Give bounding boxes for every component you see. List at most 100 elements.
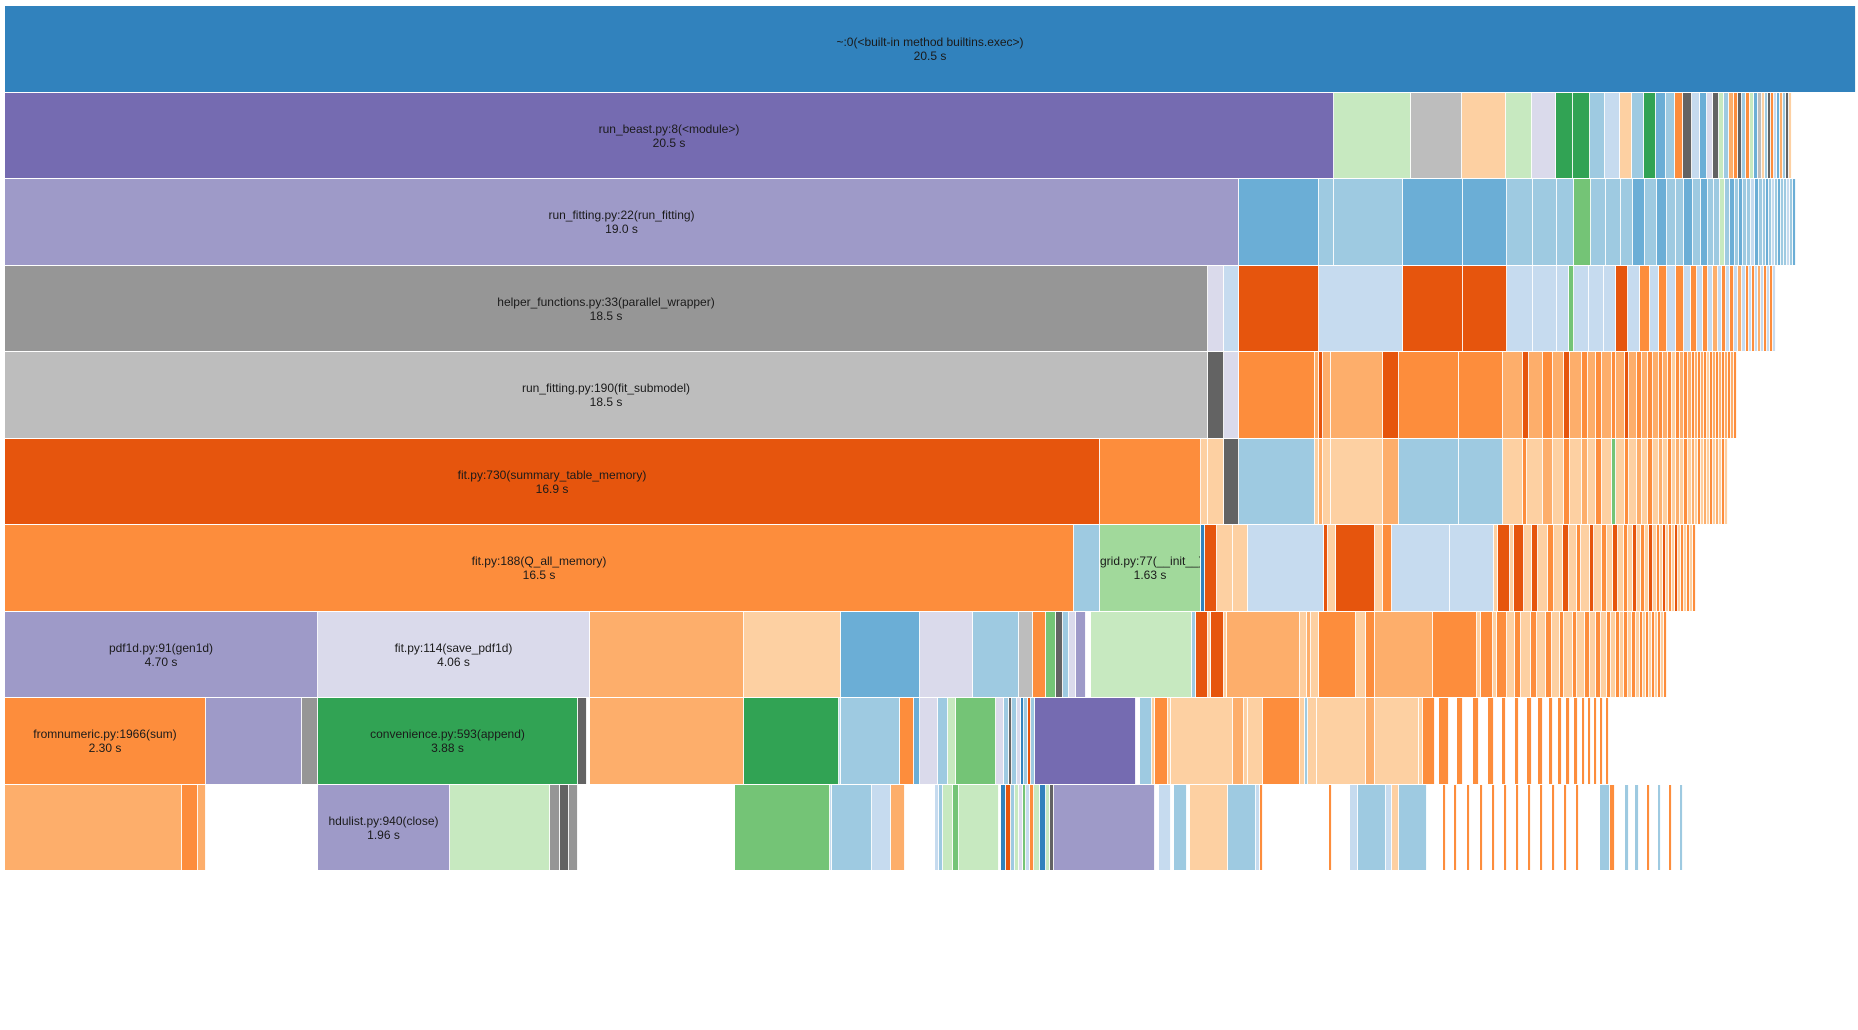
flame-frame-small[interactable]: [1769, 179, 1772, 265]
flame-frame-small[interactable]: [1552, 612, 1560, 697]
flame-frame-small[interactable]: [1590, 93, 1605, 178]
flame-frame-small[interactable]: [1375, 612, 1433, 697]
flame-frame-small[interactable]: [1056, 612, 1063, 697]
flame-frame-small[interactable]: [1653, 439, 1659, 524]
flame-frame-small[interactable]: [1772, 179, 1775, 265]
flame-frame-small[interactable]: [1640, 612, 1643, 697]
flame-frame-small[interactable]: [1556, 93, 1573, 178]
flame-frame-small[interactable]: [1503, 439, 1523, 524]
flame-frame-small[interactable]: [744, 698, 839, 784]
flame-frame-small[interactable]: [1656, 93, 1666, 178]
flame-frame-small[interactable]: [1722, 266, 1726, 351]
flame-frame-small[interactable]: [1698, 352, 1701, 438]
flame-frame-small[interactable]: [1533, 179, 1557, 265]
flame-frame-small[interactable]: [1573, 93, 1590, 178]
flame-frame-small[interactable]: [1658, 612, 1661, 697]
flame-frame-small[interactable]: [1155, 698, 1168, 784]
flame-frame-small[interactable]: [1750, 93, 1754, 178]
flame-frame-small[interactable]: [839, 698, 841, 784]
flame-frame-small[interactable]: [1481, 612, 1493, 697]
flame-frame-small[interactable]: [1383, 352, 1399, 438]
flame-frame-small[interactable]: [1459, 439, 1503, 524]
flame-frame-small[interactable]: [1570, 439, 1582, 524]
flame-frame-small[interactable]: [1645, 179, 1657, 265]
flame-frame-small[interactable]: [1035, 698, 1136, 784]
flame-frame-small[interactable]: [1647, 785, 1650, 870]
flame-frame-small[interactable]: [891, 785, 905, 870]
flame-frame-small[interactable]: [1537, 612, 1546, 697]
flame-frame-small[interactable]: [1781, 179, 1784, 265]
flame-frame-small[interactable]: [1690, 525, 1693, 611]
flame-frame-small[interactable]: [1009, 698, 1012, 784]
flame-frame-small[interactable]: [1383, 439, 1399, 524]
flame-frame-small[interactable]: [1507, 179, 1533, 265]
flame-frame-small[interactable]: [1669, 785, 1672, 870]
flame-frame[interactable]: hdulist.py:940(close) 1.96 s: [318, 785, 450, 870]
flame-frame-small[interactable]: [1423, 698, 1435, 784]
flame-frame-small[interactable]: [1664, 612, 1667, 697]
flame-frame-small[interactable]: [1789, 93, 1792, 178]
flame-frame-small[interactable]: [832, 785, 872, 870]
flame-frame-small[interactable]: [1566, 698, 1570, 784]
flame-frame-small[interactable]: [1543, 439, 1553, 524]
flame-frame-small[interactable]: [1716, 352, 1719, 438]
flame-frame-small[interactable]: [943, 785, 953, 870]
flame-frame-small[interactable]: [1780, 93, 1783, 178]
flame-frame-small[interactable]: [1768, 93, 1771, 178]
flame-frame-small[interactable]: [920, 698, 938, 784]
flame-frame-small[interactable]: [1515, 698, 1519, 784]
flame-frame-small[interactable]: [1771, 93, 1774, 178]
flame-frame-small[interactable]: [1701, 179, 1708, 265]
flame-frame-small[interactable]: [1024, 698, 1028, 784]
flame-frame-small[interactable]: [1224, 612, 1227, 697]
flame-frame-small[interactable]: [1589, 266, 1604, 351]
flame-frame-small[interactable]: [1227, 612, 1300, 697]
flame-frame-small[interactable]: [1433, 612, 1477, 697]
flame-frame-small[interactable]: [1493, 612, 1497, 697]
flame-frame-small[interactable]: [1328, 525, 1336, 611]
flame-frame-small[interactable]: [1649, 612, 1652, 697]
flame-frame-small[interactable]: [1334, 93, 1411, 178]
flame-frame-small[interactable]: [1502, 698, 1506, 784]
flame-frame-small[interactable]: [1046, 785, 1050, 870]
flame-frame-small[interactable]: [1752, 266, 1755, 351]
flame-frame-small[interactable]: [1514, 525, 1524, 611]
flame-frame-small[interactable]: [744, 612, 841, 697]
flame-frame-small[interactable]: [1770, 266, 1773, 351]
flame-frame-small[interactable]: [1594, 698, 1597, 784]
flame-frame-small[interactable]: [1773, 266, 1776, 351]
flame-frame-small[interactable]: [1581, 525, 1590, 611]
flame-frame-small[interactable]: [1606, 698, 1609, 784]
flame-frame-small[interactable]: [1538, 698, 1543, 784]
flame-frame-small[interactable]: [1311, 612, 1319, 697]
flame-frame-small[interactable]: [1239, 352, 1315, 438]
flame-frame-small[interactable]: [1021, 698, 1024, 784]
flame-frame-small[interactable]: [1730, 179, 1735, 265]
flame-frame-small[interactable]: [569, 785, 578, 870]
flame-frame-small[interactable]: [1100, 439, 1201, 524]
flame-frame-small[interactable]: [1704, 439, 1707, 524]
flame-frame-small[interactable]: [1582, 439, 1588, 524]
flame-frame-small[interactable]: [1233, 698, 1244, 784]
flame-frame-small[interactable]: [1463, 266, 1507, 351]
flame-frame-small[interactable]: [1553, 439, 1564, 524]
flame-frame-small[interactable]: [1017, 698, 1021, 784]
flame-frame-small[interactable]: [1775, 179, 1778, 265]
flame-frame-small[interactable]: [1573, 612, 1577, 697]
flame-frame-small[interactable]: [1588, 352, 1596, 438]
flame-frame-small[interactable]: [1063, 612, 1069, 697]
flame-frame-small[interactable]: [1707, 93, 1713, 178]
flame-frame-small[interactable]: [1336, 525, 1375, 611]
flame-frame-small[interactable]: [1607, 525, 1613, 611]
flame-frame-small[interactable]: [1256, 785, 1260, 870]
flame-frame-small[interactable]: [1319, 612, 1356, 697]
flame-frame-small[interactable]: [1663, 352, 1668, 438]
flame-frame-small[interactable]: [1588, 439, 1596, 524]
flame-frame-small[interactable]: [1604, 266, 1616, 351]
flame-frame-small[interactable]: [1201, 525, 1205, 611]
flame-frame-small[interactable]: [1248, 525, 1324, 611]
flame-frame-small[interactable]: [1553, 352, 1564, 438]
flame-frame-small[interactable]: [1738, 266, 1742, 351]
flame-frame-small[interactable]: [1722, 439, 1725, 524]
flame-frame-small[interactable]: [1527, 439, 1543, 524]
